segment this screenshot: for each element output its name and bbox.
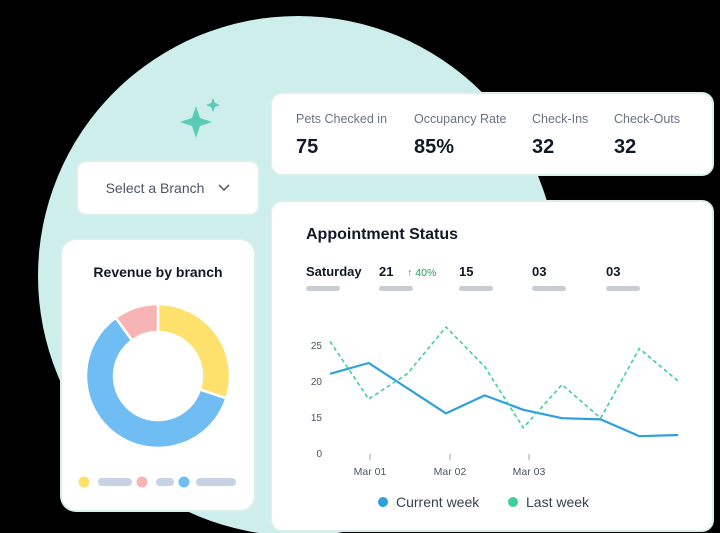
tab-21[interactable]: 21 ↑ 40% — [379, 264, 436, 279]
stat-value: 32 — [614, 136, 637, 158]
stat-occupancy-rate: Occupancy Rate 85% — [414, 112, 506, 159]
tab-15[interactable]: 15 — [459, 264, 473, 279]
series-line-1 — [329, 326, 679, 429]
y-tick-label: 20 — [311, 377, 323, 388]
x-tick-label: Mar 02 — [434, 466, 467, 478]
tab-03-b[interactable]: 03 — [606, 264, 620, 279]
y-tick-label: 25 — [311, 341, 323, 352]
tab-bar — [459, 286, 493, 291]
donut-slice-1 — [84, 316, 229, 450]
tab-label: Saturday — [306, 264, 362, 279]
tab-saturday[interactable]: Saturday — [306, 264, 362, 279]
tab-03-a[interactable]: 03 — [532, 264, 546, 279]
tab-label: 21 — [379, 264, 394, 279]
appointment-line-chart: 0 15 20 25 Mar 01 Mar 02 Mar 03 — [311, 326, 679, 478]
legend-dot-blue — [178, 476, 190, 488]
trend-up-badge: ↑ 40% — [407, 267, 437, 279]
y-tick-label: 15 — [311, 413, 323, 424]
revenue-legend — [78, 476, 236, 488]
stat-label: Pets Checked in — [296, 112, 388, 126]
stat-label: Check-Outs — [614, 112, 680, 126]
legend-last-week: Last week — [508, 494, 589, 510]
stat-check-outs: Check-Outs 32 — [614, 112, 680, 159]
stat-value: 32 — [532, 136, 555, 158]
stat-pets-checked-in: Pets Checked in 75 — [296, 112, 387, 159]
x-tick-label: Mar 03 — [513, 466, 546, 478]
stat-label: Check-Ins — [532, 112, 589, 126]
legend-dot-yellow — [78, 476, 90, 488]
tab-bar — [606, 286, 640, 291]
legend-bar — [196, 478, 236, 486]
stat-check-ins: Check-Ins 32 — [532, 112, 588, 159]
stats-card: Pets Checked in 75 Occupancy Rate 85% Ch… — [272, 94, 712, 174]
chevron-down-icon — [218, 184, 230, 192]
tab-label: 15 — [459, 264, 474, 279]
tab-bar — [379, 286, 413, 291]
sparkle-icon — [180, 98, 220, 138]
legend-dot — [508, 497, 518, 507]
y-tick-label: 0 — [316, 449, 322, 460]
branch-select[interactable]: Select a Branch — [78, 162, 258, 214]
legend-bar — [156, 478, 174, 486]
x-tick-label: Mar 01 — [354, 466, 387, 478]
tab-bar — [532, 286, 566, 291]
legend-dot-pink — [136, 476, 148, 488]
legend-bar — [98, 478, 132, 486]
stat-value: 85% — [414, 136, 455, 158]
revenue-title: Revenue by branch — [93, 264, 223, 280]
stat-label: Occupancy Rate — [414, 112, 507, 126]
legend-current-week: Current week — [378, 494, 479, 510]
legend-label: Last week — [526, 494, 590, 510]
appointment-title: Appointment Status — [306, 226, 458, 243]
legend-dot — [378, 497, 388, 507]
tab-label: 03 — [606, 264, 621, 279]
appointment-status-card: Appointment Status Saturday 21 ↑ 40% 15 … — [272, 202, 712, 530]
tab-bar — [306, 286, 340, 291]
revenue-donut-chart — [84, 302, 232, 450]
stat-value: 75 — [296, 136, 319, 158]
tab-label: 03 — [532, 264, 547, 279]
legend-label: Current week — [396, 494, 480, 510]
donut-slice-0 — [156, 302, 232, 400]
donut-slice-2 — [113, 302, 160, 343]
series-line-0 — [329, 361, 679, 438]
revenue-card: Revenue by branch — [62, 240, 254, 510]
branch-select-label: Select a Branch — [105, 180, 205, 196]
